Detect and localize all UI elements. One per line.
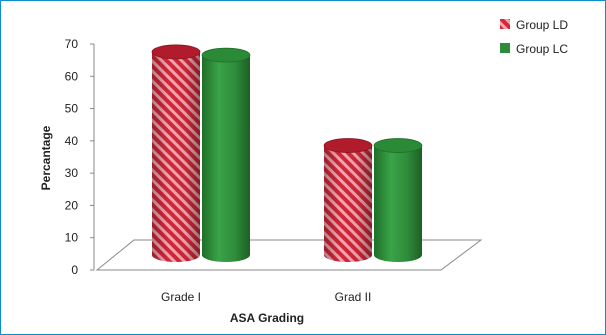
bar-body <box>374 145 422 262</box>
bar-top <box>151 44 201 60</box>
y-tick-label: 60 <box>65 69 79 83</box>
bar-group-lc-1 <box>201 47 251 263</box>
y-tick-label: 30 <box>65 166 79 180</box>
y-tick-label: 0 <box>71 263 78 277</box>
y-tick-label: 20 <box>65 198 79 212</box>
bar-shade <box>152 51 200 262</box>
x-tick-label: Grade I <box>161 290 201 304</box>
x-axis-label: ASA Grading <box>230 311 304 325</box>
bar-group-ld-1 <box>151 44 201 262</box>
legend-swatch <box>500 19 510 29</box>
bar-group-lc-2 <box>373 138 423 262</box>
x-tick-label: Grad II <box>335 290 372 304</box>
y-tick-label: 70 <box>65 37 79 51</box>
bar-top <box>373 138 423 153</box>
legend-swatch <box>500 43 510 53</box>
bar-top <box>201 47 251 63</box>
bar-body <box>202 55 250 263</box>
legend-label: Group LD <box>516 18 568 32</box>
bar-top <box>323 138 373 153</box>
y-tick-label: 40 <box>65 134 79 148</box>
legend-label: Group LC <box>516 42 568 56</box>
y-axis-label: Percantage <box>39 125 53 190</box>
y-tick-label: 10 <box>65 231 79 245</box>
bar-shade <box>324 145 372 262</box>
y-tick-label: 50 <box>65 102 79 116</box>
bar-group-ld-2 <box>323 138 373 262</box>
